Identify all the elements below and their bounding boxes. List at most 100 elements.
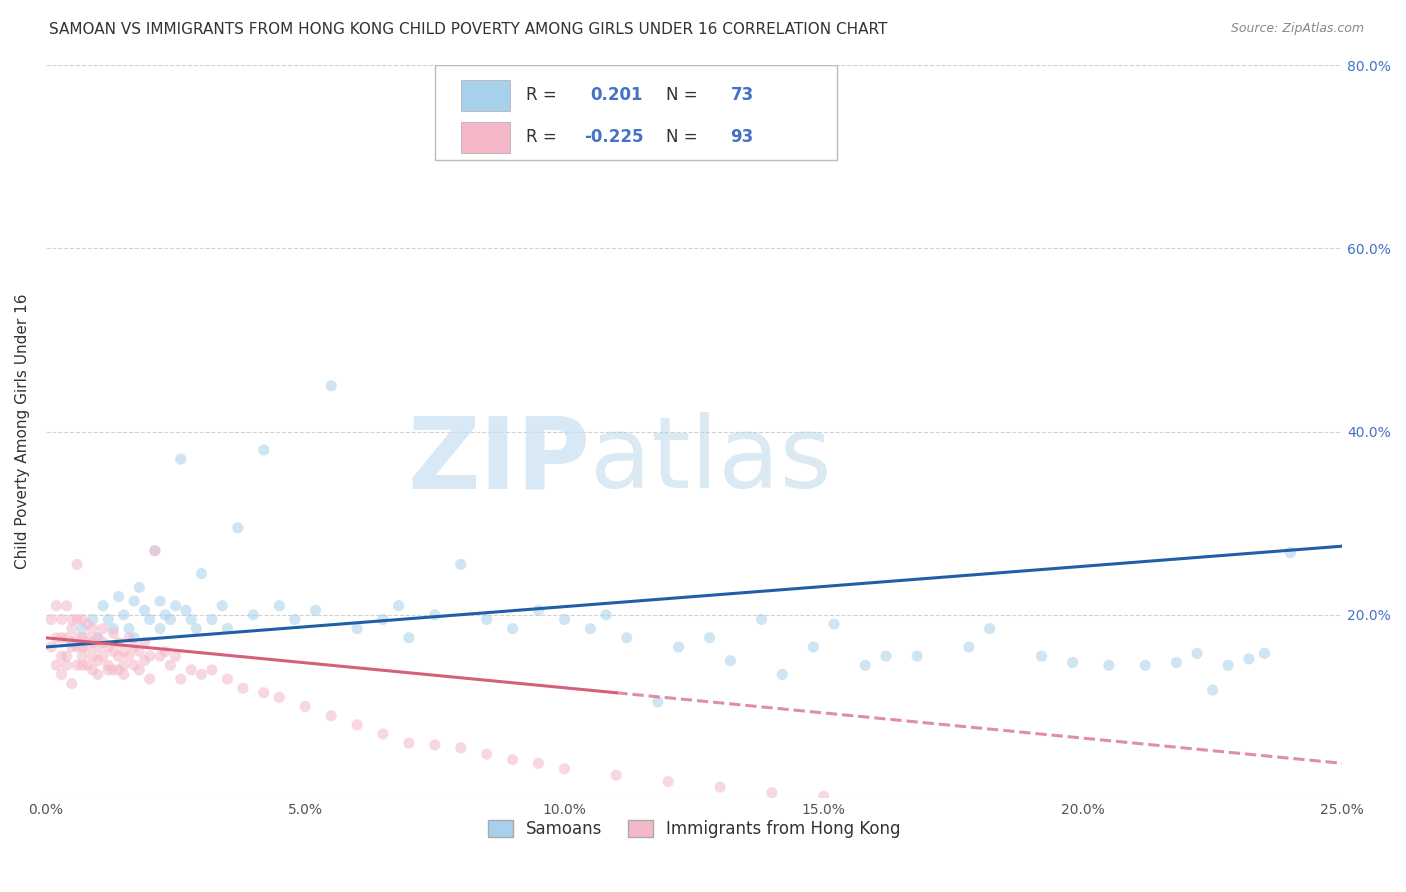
Point — [97, 612, 120, 626]
Point — [761, 786, 783, 800]
Point — [253, 442, 276, 457]
Point — [853, 658, 876, 673]
Point — [143, 543, 166, 558]
Point — [226, 521, 249, 535]
Point — [346, 622, 368, 636]
Point — [134, 654, 156, 668]
Point — [1031, 649, 1053, 664]
Point — [165, 649, 187, 664]
Point — [122, 594, 145, 608]
Point — [579, 622, 602, 636]
Point — [107, 590, 129, 604]
Text: Source: ZipAtlas.com: Source: ZipAtlas.com — [1230, 22, 1364, 36]
Point — [82, 663, 104, 677]
Point — [803, 640, 825, 654]
Point — [122, 658, 145, 673]
Text: R =: R = — [526, 128, 561, 146]
Point — [112, 644, 135, 658]
Point — [527, 603, 550, 617]
Point — [45, 599, 67, 613]
Point — [66, 612, 89, 626]
Point — [1253, 646, 1275, 660]
Point — [107, 663, 129, 677]
Bar — [461, 122, 510, 153]
Point — [232, 681, 254, 696]
Point — [60, 676, 83, 690]
Point — [657, 774, 679, 789]
Point — [87, 631, 110, 645]
Point — [475, 747, 498, 761]
Point — [284, 612, 307, 626]
Text: N =: N = — [665, 87, 703, 104]
Point — [770, 667, 793, 681]
Point — [60, 622, 83, 636]
Point — [66, 640, 89, 654]
Point — [122, 640, 145, 654]
Y-axis label: Child Poverty Among Girls Under 16: Child Poverty Among Girls Under 16 — [15, 293, 30, 569]
Point — [751, 612, 773, 626]
Point — [72, 658, 94, 673]
Point — [1279, 545, 1302, 559]
Point — [55, 649, 77, 664]
Point — [155, 607, 177, 622]
Point — [118, 649, 141, 664]
Text: 0.201: 0.201 — [591, 87, 643, 104]
Point — [107, 649, 129, 664]
Text: 73: 73 — [730, 87, 754, 104]
Point — [60, 640, 83, 654]
Point — [51, 631, 73, 645]
Point — [149, 649, 172, 664]
Point — [97, 658, 120, 673]
Text: atlas: atlas — [591, 412, 832, 509]
Point — [118, 631, 141, 645]
Point — [76, 617, 98, 632]
Point — [527, 756, 550, 771]
Point — [76, 640, 98, 654]
Point — [709, 780, 731, 794]
Point — [134, 603, 156, 617]
Point — [39, 612, 62, 626]
Point — [103, 663, 125, 677]
Point — [269, 690, 291, 705]
Point — [190, 667, 212, 681]
Point — [321, 708, 343, 723]
Point — [201, 612, 224, 626]
Bar — [461, 79, 510, 111]
Point — [87, 640, 110, 654]
Point — [72, 622, 94, 636]
Point — [553, 612, 575, 626]
Point — [553, 762, 575, 776]
Point — [813, 789, 835, 804]
Point — [699, 631, 721, 645]
Point — [76, 631, 98, 645]
Point — [1201, 683, 1223, 698]
Point — [97, 663, 120, 677]
Point — [103, 626, 125, 640]
Point — [87, 631, 110, 645]
Point — [138, 672, 160, 686]
Legend: Samoans, Immigrants from Hong Kong: Samoans, Immigrants from Hong Kong — [481, 814, 907, 845]
Point — [475, 612, 498, 626]
Point — [72, 649, 94, 664]
Point — [45, 631, 67, 645]
Point — [450, 740, 472, 755]
Text: -0.225: -0.225 — [583, 128, 644, 146]
Point — [122, 631, 145, 645]
Point — [91, 622, 114, 636]
Point — [39, 640, 62, 654]
Point — [103, 644, 125, 658]
Point — [55, 599, 77, 613]
Text: ZIP: ZIP — [408, 412, 591, 509]
Point — [82, 635, 104, 649]
Point — [82, 612, 104, 626]
Point — [423, 607, 446, 622]
Point — [321, 379, 343, 393]
Point — [647, 695, 669, 709]
Point — [149, 594, 172, 608]
Point — [242, 607, 264, 622]
Point — [51, 667, 73, 681]
Text: R =: R = — [526, 87, 561, 104]
Point — [149, 622, 172, 636]
Point — [423, 738, 446, 752]
Point — [45, 658, 67, 673]
